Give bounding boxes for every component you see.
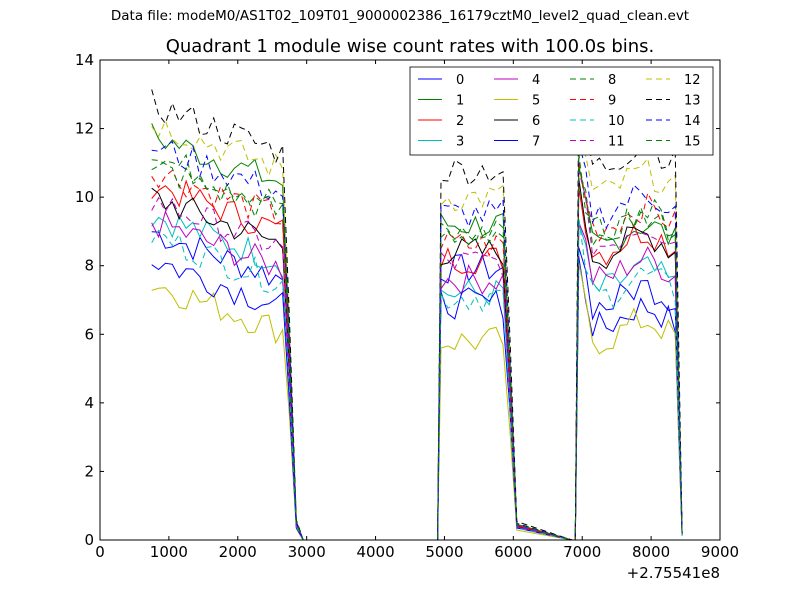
legend-label-7: 7 bbox=[532, 135, 540, 150]
y-tick-label: 6 bbox=[84, 325, 94, 343]
x-tick-label: 8000 bbox=[632, 543, 670, 561]
legend-label-10: 10 bbox=[608, 114, 625, 129]
series-line-12 bbox=[151, 119, 683, 541]
series-line-5 bbox=[151, 262, 683, 541]
legend-label-1: 1 bbox=[456, 94, 464, 109]
series-line-0 bbox=[151, 231, 683, 541]
x-tick-label: 5000 bbox=[425, 543, 463, 561]
legend-frame bbox=[409, 66, 714, 156]
legend-label-14: 14 bbox=[684, 114, 701, 129]
legend-label-2: 2 bbox=[456, 114, 464, 129]
legend-label-9: 9 bbox=[608, 94, 616, 109]
series-line-10 bbox=[151, 217, 683, 541]
series-line-15 bbox=[151, 152, 683, 541]
x-axis-offset-label: +2.75541e8 bbox=[627, 564, 720, 582]
series-line-14 bbox=[151, 140, 683, 541]
legend-label-8: 8 bbox=[608, 73, 616, 88]
legend-label-15: 15 bbox=[684, 135, 701, 150]
figure-supertitle: Data file: modeM0/AS1T02_109T01_90000023… bbox=[110, 8, 690, 24]
y-tick-label: 8 bbox=[84, 257, 94, 275]
y-tick-label: 14 bbox=[75, 51, 94, 69]
x-tick-label: 4000 bbox=[356, 543, 394, 561]
x-tick-label: 7000 bbox=[563, 543, 601, 561]
legend-label-12: 12 bbox=[684, 73, 701, 88]
series-line-7 bbox=[151, 247, 683, 541]
series-line-11 bbox=[151, 170, 683, 541]
x-tick-label: 0 bbox=[95, 543, 105, 561]
x-tick-label: 1000 bbox=[150, 543, 188, 561]
x-tick-label: 9000 bbox=[701, 543, 739, 561]
series-line-6 bbox=[151, 178, 683, 541]
series-line-1 bbox=[151, 123, 683, 541]
y-tick-label: 2 bbox=[84, 462, 94, 480]
series-line-4 bbox=[151, 210, 683, 541]
y-tick-label: 4 bbox=[84, 394, 94, 412]
y-tick-label: 12 bbox=[75, 120, 94, 138]
series-line-8 bbox=[151, 153, 683, 541]
series-line-2 bbox=[151, 179, 683, 541]
legend-label-6: 6 bbox=[532, 114, 540, 129]
legend-label-5: 5 bbox=[532, 94, 540, 109]
x-tick-label: 6000 bbox=[494, 543, 532, 561]
legend-label-11: 11 bbox=[608, 135, 625, 150]
chart-title: Quadrant 1 module wise count rates with … bbox=[165, 36, 655, 57]
legend-label-0: 0 bbox=[456, 73, 464, 88]
series-line-13 bbox=[151, 88, 683, 541]
x-tick-label: 2000 bbox=[219, 543, 257, 561]
y-tick-label: 10 bbox=[75, 188, 94, 206]
plot-area-frame bbox=[99, 59, 721, 541]
x-tick-label: 3000 bbox=[288, 543, 326, 561]
axis-ticks: 0 1000 2000 3000 4000 5000 6000 7000 8000 9000 0 2 4… bbox=[75, 51, 739, 561]
series-line-9 bbox=[151, 160, 683, 541]
y-tick-label: 0 bbox=[84, 531, 94, 549]
legend-label-3: 3 bbox=[456, 135, 464, 150]
series-line-3 bbox=[151, 215, 683, 541]
legend-label-4: 4 bbox=[532, 73, 540, 88]
series-layer bbox=[151, 88, 683, 541]
legend-label-13: 13 bbox=[684, 94, 701, 109]
